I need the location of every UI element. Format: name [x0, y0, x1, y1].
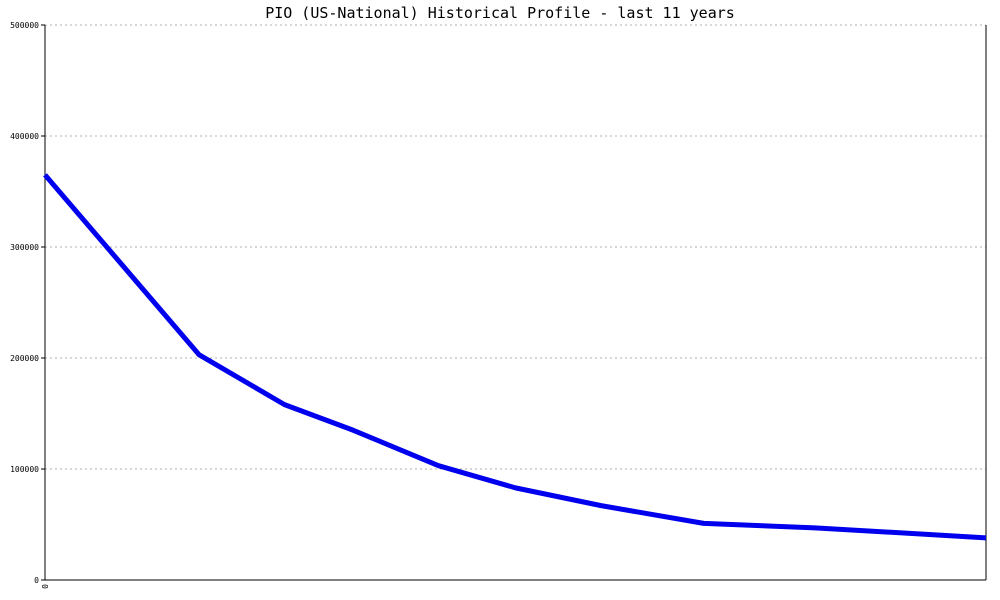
- series-lines: [43, 173, 987, 541]
- series-line-0: [43, 173, 987, 541]
- axes: [44, 25, 987, 581]
- y-tick-label-100000: 100000: [10, 465, 39, 474]
- y-tick-label-200000: 200000: [10, 354, 39, 363]
- y-axis-ticks: 0 100000 200000 300000 400000 500000: [10, 21, 45, 585]
- chart-title: PIO (US-National) Historical Profile - l…: [265, 4, 735, 22]
- y-tick-label-0: 0: [34, 576, 39, 585]
- y-tick-label-300000: 300000: [10, 243, 39, 252]
- x-axis-ticks: 0: [41, 584, 50, 589]
- y-tick-label-400000: 400000: [10, 132, 39, 141]
- x-tick-label-0: 0: [41, 584, 50, 589]
- y-tick-label-500000: 500000: [10, 21, 39, 30]
- gridlines: [45, 24, 986, 470]
